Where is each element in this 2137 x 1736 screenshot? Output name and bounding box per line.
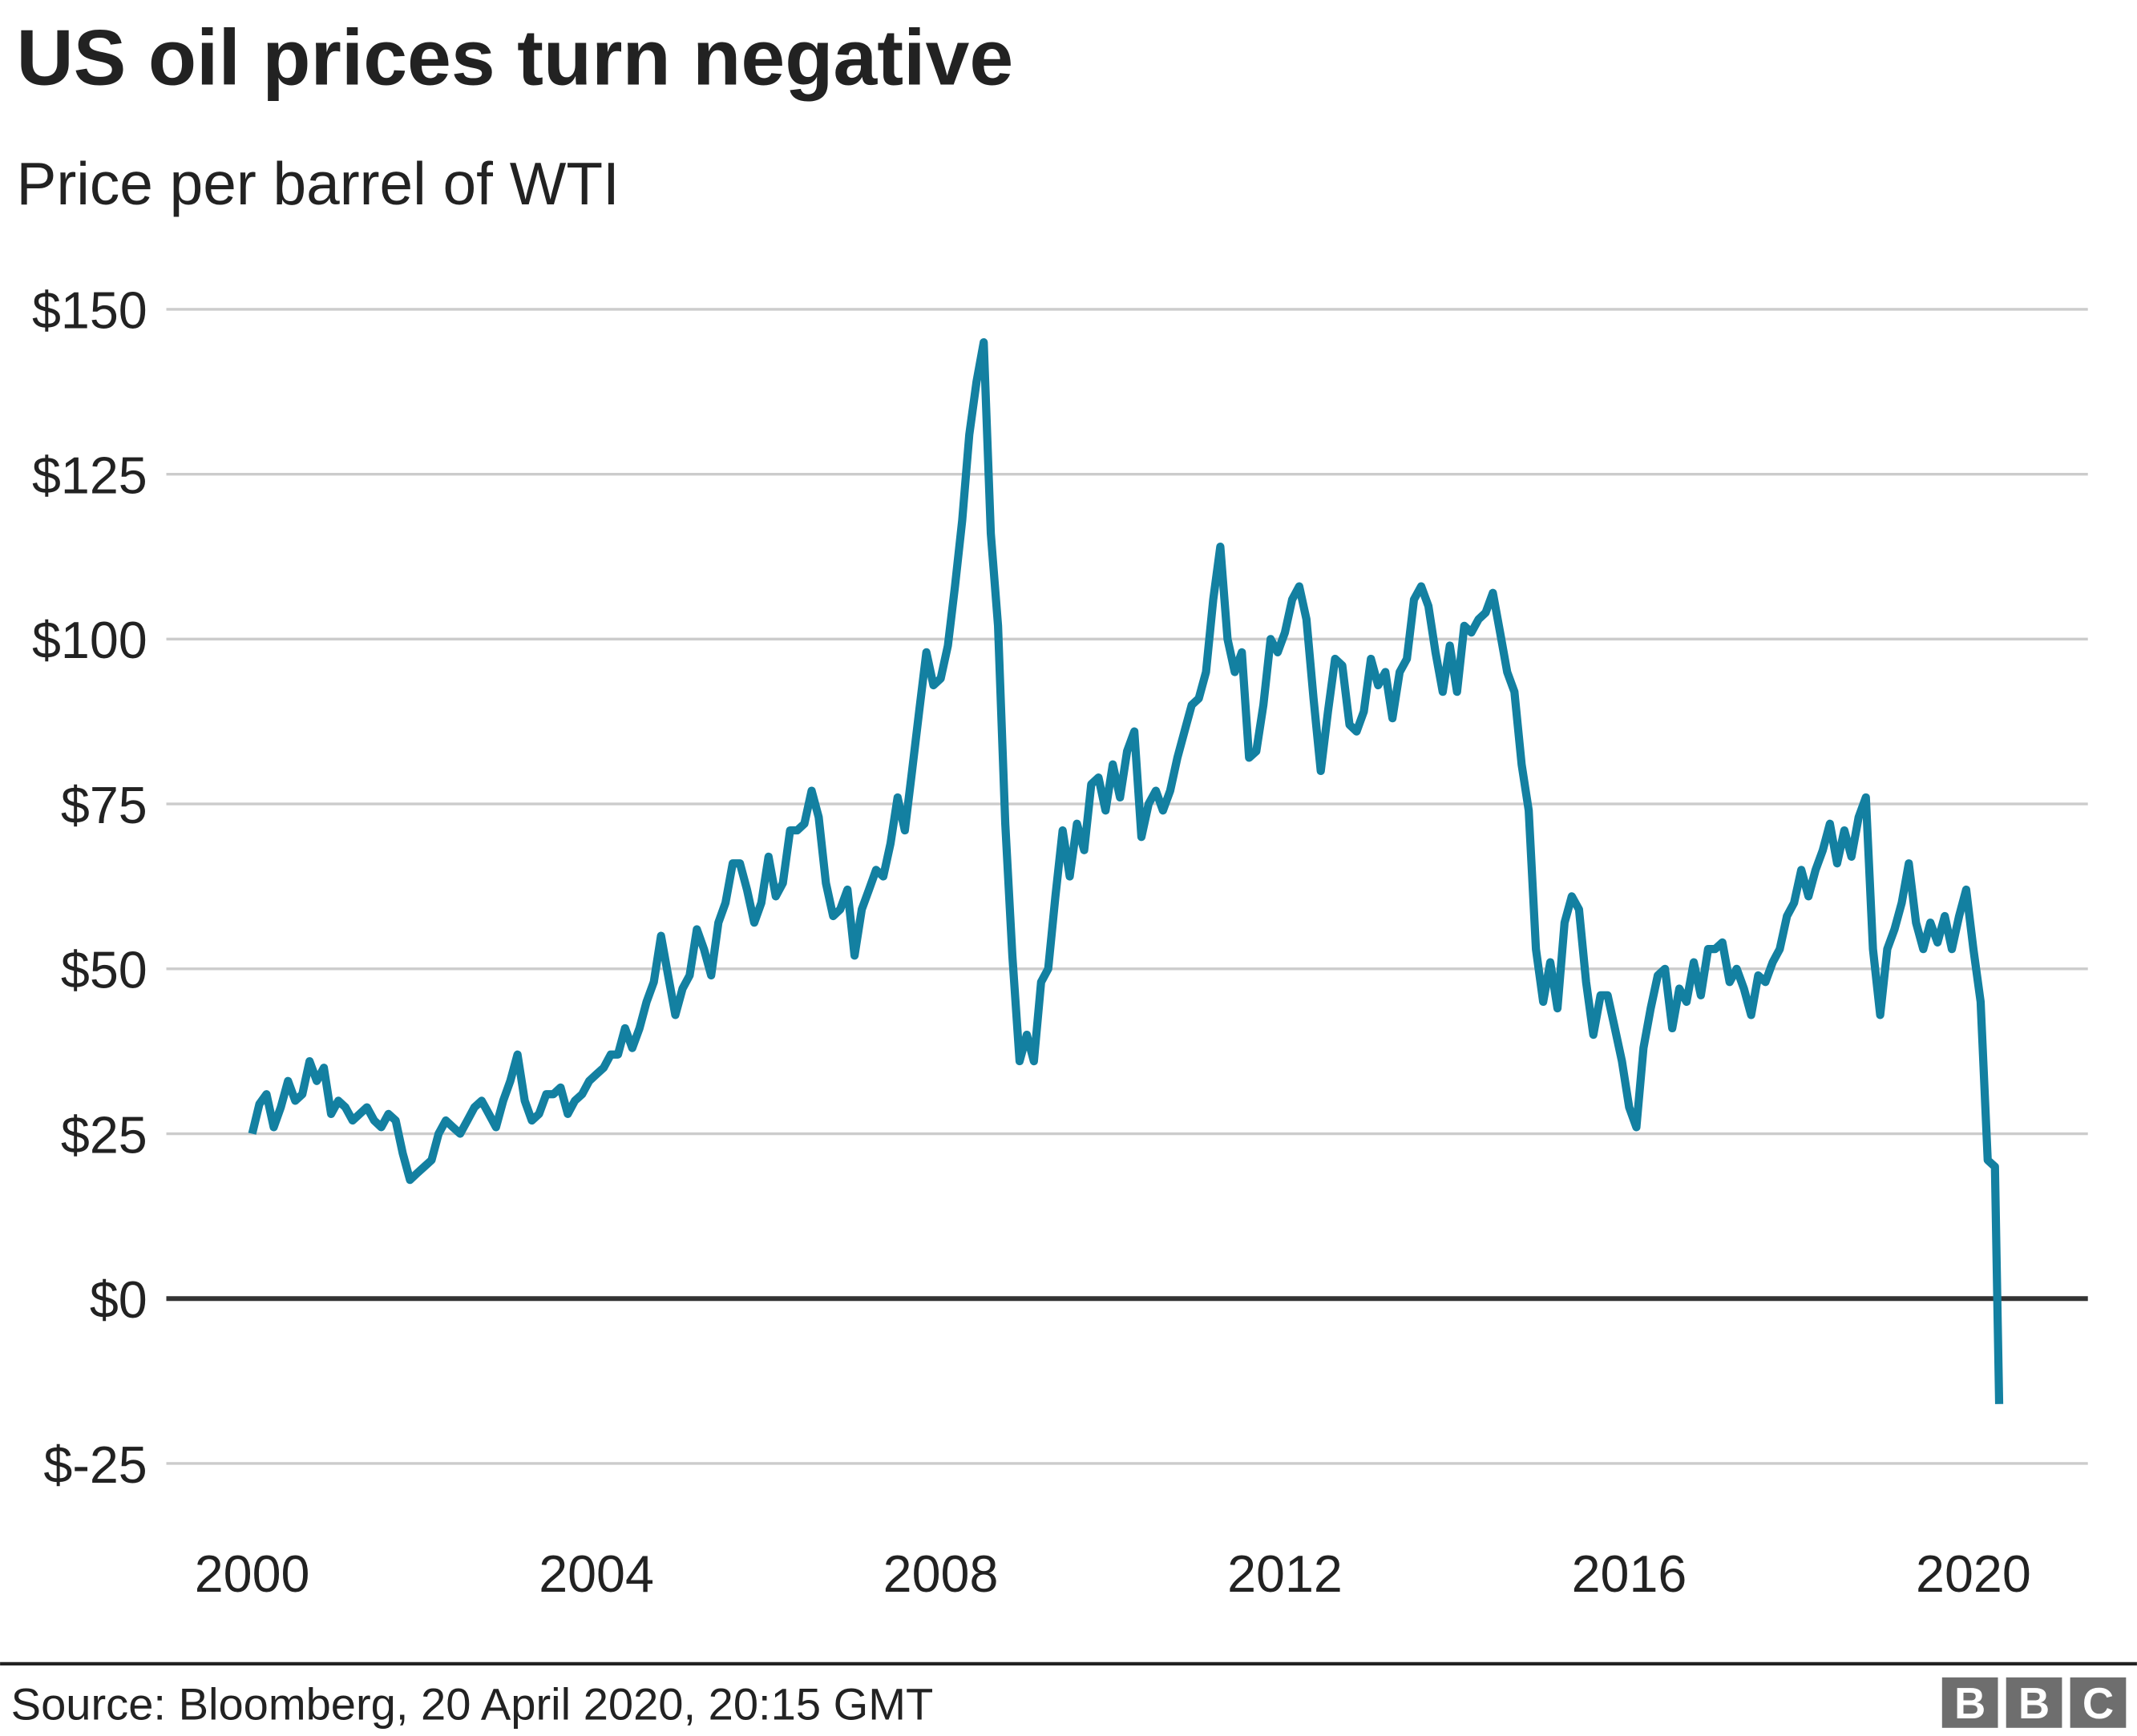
- chart-title: US oil prices turn negative: [16, 13, 1013, 101]
- y-axis-ticks: $150 $125 $100 $75 $50 $25 $0 $-25: [32, 282, 147, 1494]
- x-tick-label: 2012: [1227, 1545, 1343, 1603]
- series-lines: [248, 337, 2004, 1404]
- x-tick-label: 2020: [1916, 1545, 2031, 1603]
- y-tick-label: $75: [61, 777, 147, 834]
- x-tick-label: 2016: [1572, 1545, 1687, 1603]
- source-note: Source: Bloomberg, 20 April 2020, 20:15 …: [11, 1679, 934, 1730]
- y-tick-label: $125: [32, 446, 147, 504]
- y-tick-label: $100: [32, 612, 147, 669]
- chart-subtitle: Price per barrel of WTI: [16, 150, 619, 217]
- svg-text:C: C: [2082, 1679, 2114, 1728]
- y-tick-label: $150: [32, 282, 147, 340]
- y-tick-label: $25: [61, 1106, 147, 1164]
- x-tick-label: 2004: [539, 1545, 654, 1603]
- svg-text:B: B: [1954, 1679, 1986, 1728]
- y-tick-label: $-25: [43, 1436, 147, 1494]
- series-line: [248, 337, 2004, 1404]
- y-tick-label: $0: [90, 1271, 147, 1329]
- bbc-logo: B B C: [1941, 1677, 2127, 1728]
- x-axis-ticks: 2000 2004 2008 2012 2016 2020: [195, 1545, 2031, 1603]
- svg-text:B: B: [2018, 1679, 2050, 1728]
- gridlines: [166, 308, 2088, 1465]
- y-tick-label: $50: [61, 942, 147, 999]
- x-tick-label: 2000: [195, 1545, 310, 1603]
- x-tick-label: 2008: [883, 1545, 999, 1603]
